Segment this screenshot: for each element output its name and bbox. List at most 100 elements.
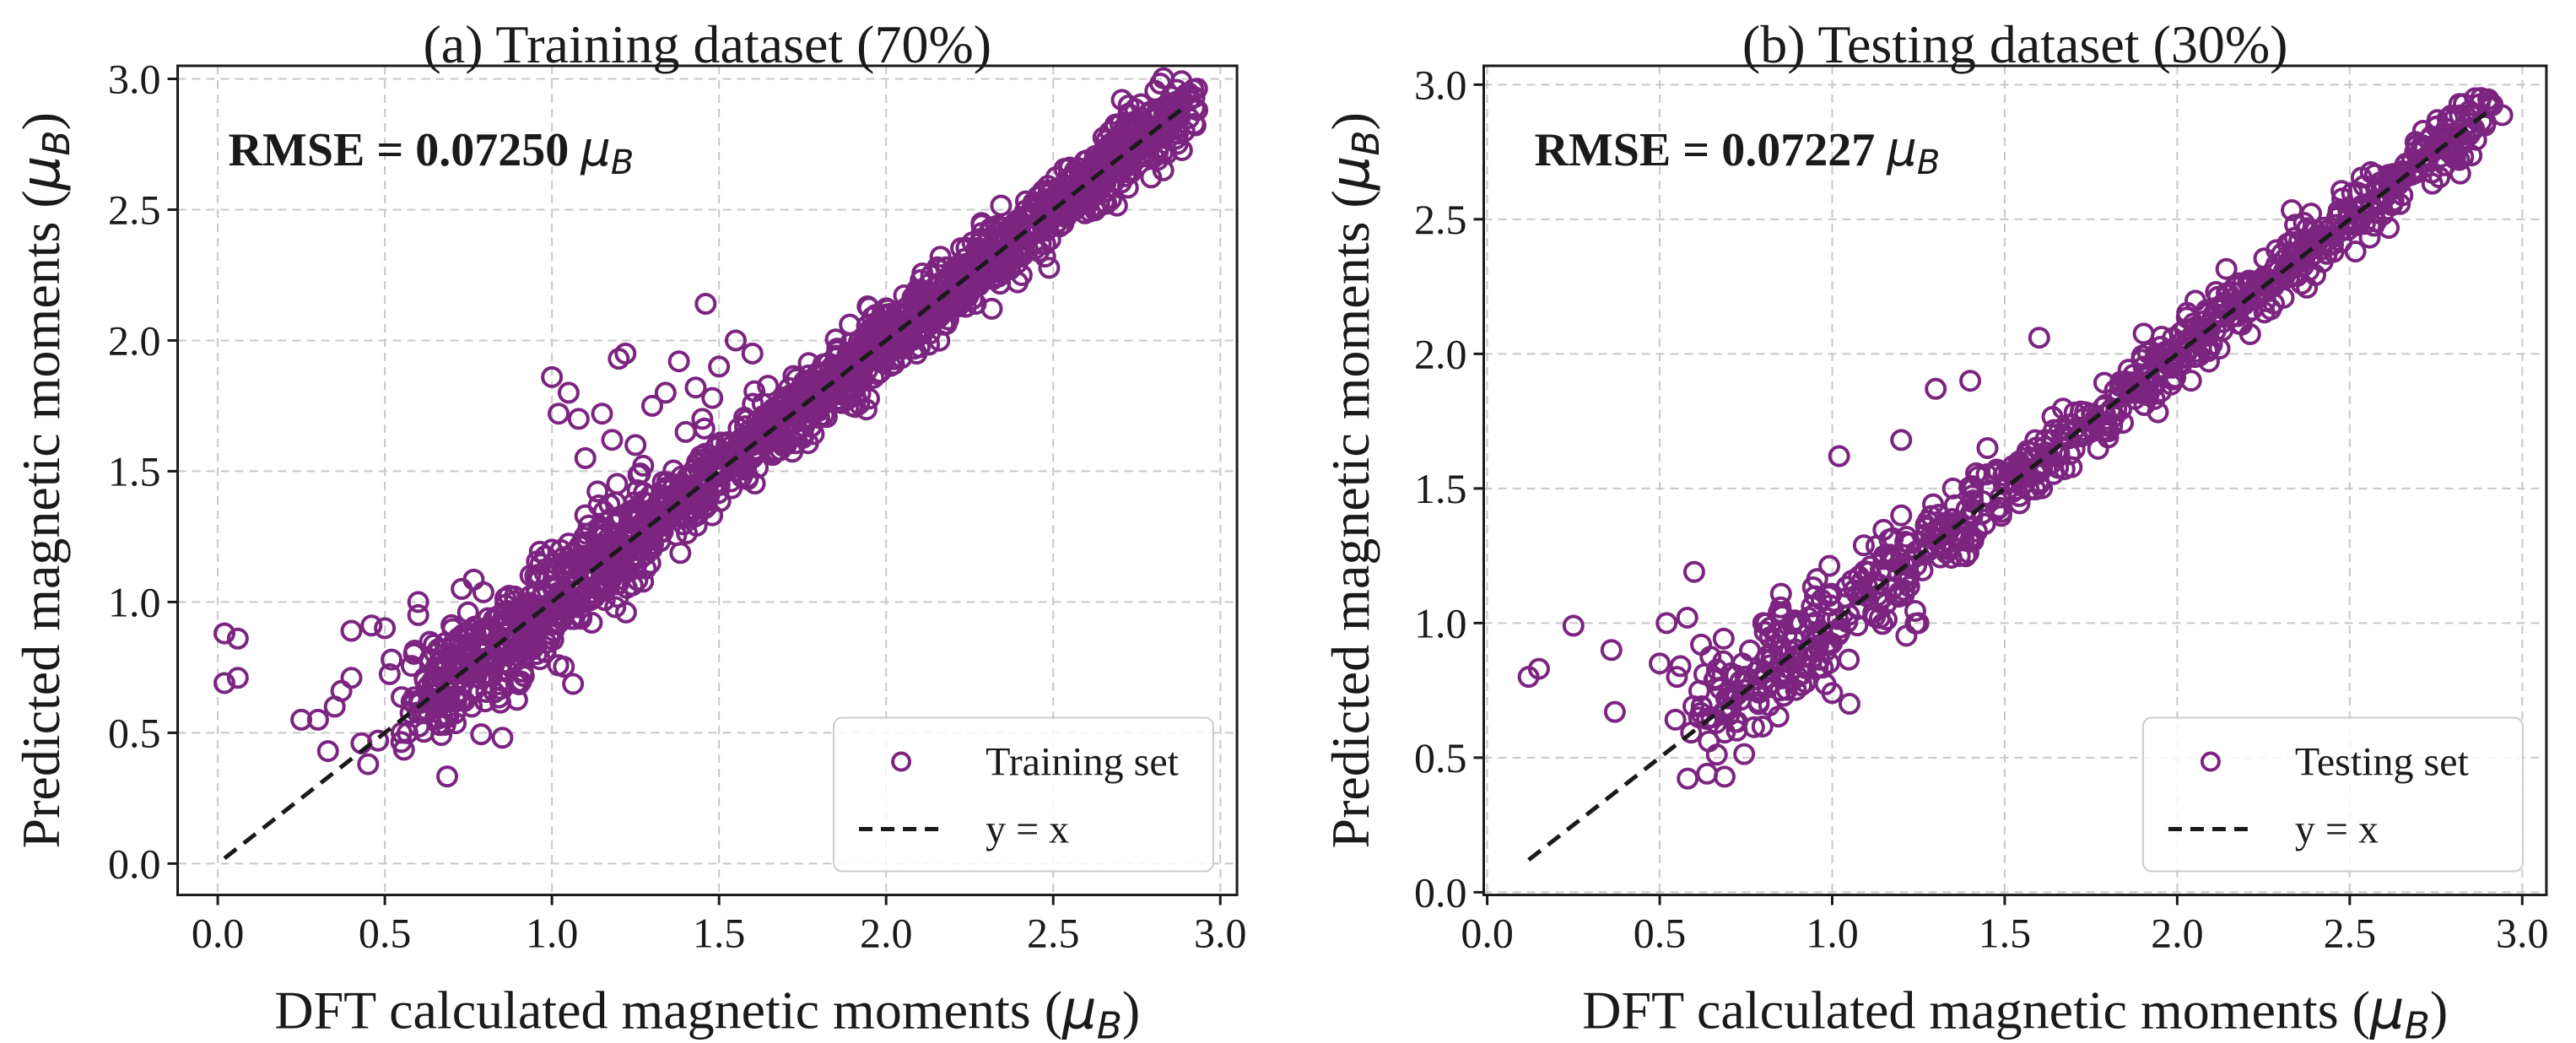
data-point [611,557,634,580]
y-tick-label: 3.0 [108,55,161,102]
data-point [577,514,600,537]
data-point [2094,414,2117,437]
data-point [1784,638,1806,661]
panel-training-x-axis-label: DFT calculated magnetic moments (μB) [274,979,1140,1043]
panel-testing-title: (b) Testing dataset (30%) [1742,14,2288,74]
data-point [684,376,707,399]
data-point [1769,679,1792,702]
legend-marker-circle [891,751,912,772]
data-point [586,480,609,503]
panel-training-y-ticks: 0.0 0.5 1.0 1.5 2.0 2.5 3.0 [108,55,178,887]
data-point [1843,579,1866,602]
data-point [2190,320,2213,343]
data-point [441,618,464,640]
panel-training-rmse-annotation: RMSE = 0.07250 μB [229,122,635,182]
data-point [407,591,429,613]
data-point [2074,401,2097,424]
data-point [1818,554,1841,577]
data-point [1712,627,1735,650]
data-point [2141,375,2163,397]
y-tick-label: 0.0 [108,840,161,887]
data-point [226,627,249,650]
data-point [574,504,597,527]
data-point [2233,293,2255,316]
data-point [589,516,612,539]
data-point [929,246,952,268]
data-point [1690,633,1713,656]
data-point [877,322,899,344]
data-point [1853,559,1876,582]
data-point [1655,612,1678,635]
data-point [1094,172,1117,195]
data-point [1053,158,1076,181]
data-point [654,381,677,404]
data-point [2164,366,2187,389]
data-point [1092,127,1115,149]
data-point [2143,387,2166,410]
data-point [1868,591,1891,613]
data-point [226,667,249,689]
data-point [818,358,841,381]
panel-training-title: (a) Training dataset (70%) [423,14,991,74]
data-point [340,619,363,642]
data-point [513,640,536,662]
data-point [1959,370,1982,392]
data-point [1828,445,1850,467]
data-point [2011,459,2033,482]
data-point [778,376,801,399]
data-point [533,640,556,663]
x-tick-label: 1.5 [1979,910,2032,957]
data-point [2330,180,2353,203]
data-point [1770,602,1793,624]
data-point [1733,743,1756,765]
data-point [1095,192,1118,215]
data-point [901,286,924,309]
data-point [1712,701,1735,724]
data-point [954,295,977,318]
data-point [620,501,643,524]
data-point [1140,166,1163,189]
data-point [653,478,676,500]
data-point [2350,166,2373,189]
panel-testing-reference-line [1527,110,2489,862]
data-point [640,394,663,417]
panel-testing-x-axis-label: DFT calculated magnetic moments (μB) [1582,979,2448,1043]
data-point [316,740,339,763]
data-point [594,574,617,597]
data-point [593,589,616,612]
y-tick-label: 0.0 [1414,868,1467,916]
data-point [990,194,1013,217]
data-point [2470,110,2492,132]
data-point [2114,370,2136,392]
data-point [1752,612,1774,635]
data-point [306,708,329,731]
data-point [357,753,380,775]
data-point [2197,350,2220,373]
data-point [2170,354,2193,376]
data-point [2331,187,2354,210]
data-point [1801,576,1824,598]
data-point [2371,203,2394,226]
data-point [438,690,461,713]
data-point [2265,239,2288,262]
data-point [472,581,494,603]
data-point [568,534,591,557]
data-point [2329,220,2352,243]
data-point [1527,657,1550,680]
data-point [1751,715,1774,738]
data-point [2452,93,2475,116]
data-point [1014,190,1037,213]
data-point [2205,280,2228,303]
y-tick-label: 0.5 [1414,734,1467,781]
x-tick-label: 0.0 [192,910,245,957]
data-point [2041,405,2064,428]
legend-label-y-equals-x: y = x [986,808,1069,852]
data-point [980,297,1003,320]
data-point [427,638,450,661]
data-point [1769,635,1792,657]
data-point [1747,693,1770,716]
data-point [553,656,575,678]
data-point [455,621,478,644]
data-point [400,690,423,713]
data-point [2162,327,2184,349]
